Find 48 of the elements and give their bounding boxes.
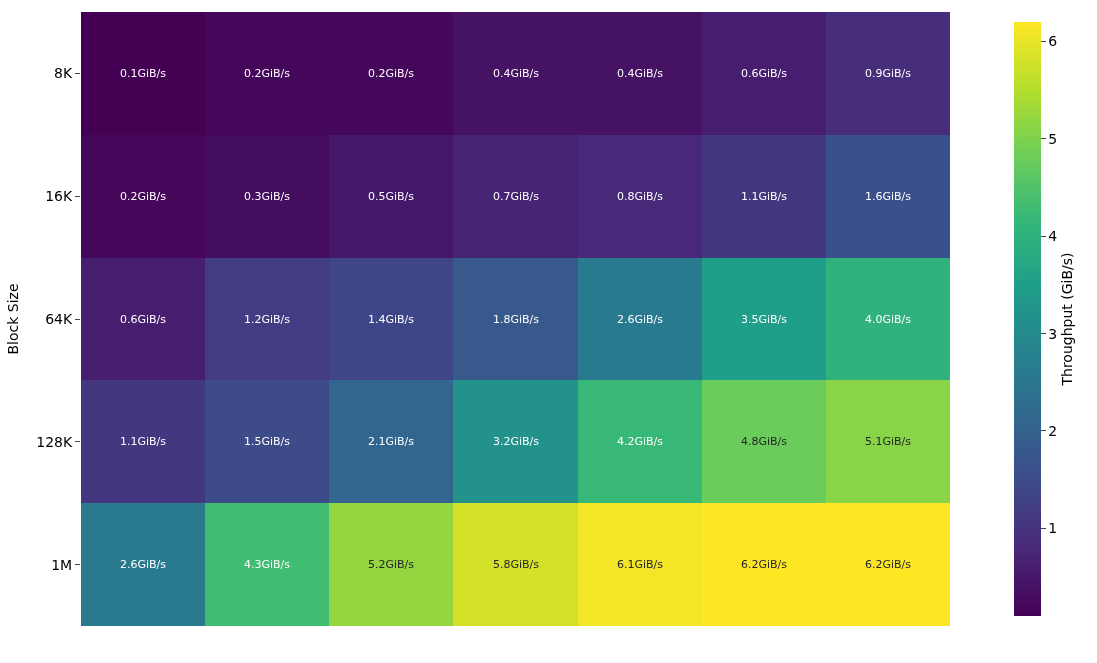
data-label: 6.2GiB/s bbox=[741, 558, 788, 571]
data-label: 0.8GiB/s bbox=[617, 190, 664, 203]
data-label: 0.6GiB/s bbox=[741, 67, 788, 80]
data-label: 2.1GiB/s bbox=[368, 435, 415, 448]
color-bar-label: 6 bbox=[1048, 33, 1058, 50]
color-bar-label: 1 bbox=[1048, 520, 1058, 537]
y-tick-label: 16K bbox=[45, 188, 74, 205]
data-label: 0.4GiB/s bbox=[617, 67, 664, 80]
data-label: 0.2GiB/s bbox=[120, 190, 167, 203]
y-tick-label: 8K bbox=[54, 65, 74, 82]
data-label: 0.4GiB/s bbox=[493, 67, 540, 80]
data-label: 5.8GiB/s bbox=[493, 558, 540, 571]
data-label: 4.8GiB/s bbox=[741, 435, 788, 448]
data-label: 4.0GiB/s bbox=[865, 313, 912, 326]
data-label: 1.2GiB/s bbox=[244, 313, 291, 326]
data-label: 0.1GiB/s bbox=[120, 67, 167, 80]
color-bar-label: 3 bbox=[1048, 325, 1058, 342]
data-label: 1.5GiB/s bbox=[244, 435, 291, 448]
color-bar-label: 4 bbox=[1048, 228, 1058, 245]
y-tick-label: 64K bbox=[45, 310, 74, 327]
data-label: 3.2GiB/s bbox=[493, 435, 540, 448]
data-label: 0.2GiB/s bbox=[368, 67, 415, 80]
data-label: 2.6GiB/s bbox=[120, 558, 167, 571]
y-tick-label: 1M bbox=[51, 556, 73, 573]
data-label: 6.1GiB/s bbox=[617, 558, 664, 571]
data-label: 0.7GiB/s bbox=[493, 190, 540, 203]
data-label: 0.5GiB/s bbox=[368, 190, 415, 203]
data-label: 1.6GiB/s bbox=[865, 190, 912, 203]
data-label: 5.2GiB/s bbox=[368, 558, 415, 571]
data-label: 4.2GiB/s bbox=[617, 435, 664, 448]
data-label: 1.1GiB/s bbox=[120, 435, 167, 448]
data-label: 1.4GiB/s bbox=[368, 313, 415, 326]
y-tick-label: 128K bbox=[36, 433, 74, 450]
data-label: 0.9GiB/s bbox=[865, 67, 912, 80]
data-label: 0.3GiB/s bbox=[244, 190, 291, 203]
color-bar-label: 2 bbox=[1048, 422, 1058, 439]
data-label: 5.1GiB/s bbox=[865, 435, 912, 448]
data-label: 1.8GiB/s bbox=[493, 313, 540, 326]
data-label: 6.2GiB/s bbox=[865, 558, 912, 571]
data-label: 2.6GiB/s bbox=[617, 313, 664, 326]
y-axis-title: Block Size bbox=[4, 283, 21, 355]
color-bar-label: 5 bbox=[1048, 130, 1058, 147]
color-bar-title: Throughput (GiB/s) bbox=[1059, 252, 1076, 387]
data-label: 3.5GiB/s bbox=[741, 313, 788, 326]
data-label: 0.6GiB/s bbox=[120, 313, 167, 326]
data-label: 1.1GiB/s bbox=[741, 190, 788, 203]
data-label: 4.3GiB/s bbox=[244, 558, 291, 571]
data-label: 0.2GiB/s bbox=[244, 67, 291, 80]
